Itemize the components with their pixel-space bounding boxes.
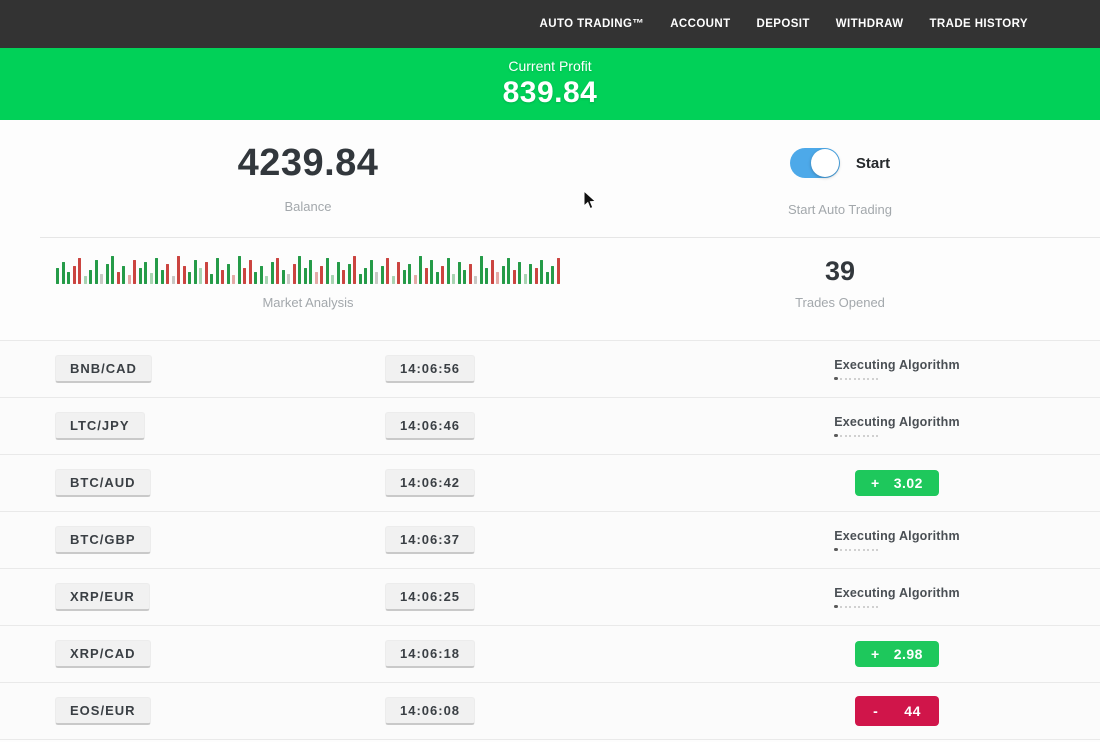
- result-value: 44: [904, 703, 921, 719]
- status-cell: Executing Algorithm: [715, 529, 1079, 552]
- auto-trading-toggle[interactable]: [789, 148, 840, 178]
- pair-badge: BTC/AUD: [55, 469, 151, 497]
- top-nav: AUTO TRADING™ ACCOUNT DEPOSIT WITHDRAW T…: [0, 0, 1100, 48]
- time-badge: 14:06:37: [385, 526, 476, 554]
- balance-section: 4239.84 Balance Start Start Auto Trading: [0, 120, 1100, 237]
- sign-label: -: [873, 703, 879, 719]
- market-analysis-chart: [56, 254, 560, 284]
- auto-trading-label: Start Auto Trading: [787, 202, 893, 217]
- nav-deposit[interactable]: DEPOSIT: [756, 18, 810, 30]
- current-profit-banner: Current Profit 839.84: [0, 48, 1100, 120]
- status-cell: Executing Algorithm: [715, 586, 1079, 609]
- pair-badge: LTC/JPY: [55, 412, 145, 440]
- pair-badge: BTC/GBP: [55, 526, 151, 554]
- market-analysis-label: Market Analysis: [262, 295, 354, 310]
- balance-label: Balance: [284, 199, 332, 214]
- current-profit-label: Current Profit: [508, 58, 592, 74]
- progress-dots-icon: [834, 376, 960, 381]
- trades-opened-label: Trades Opened: [795, 295, 885, 310]
- time-badge: 14:06:25: [385, 583, 476, 611]
- executing-status: Executing Algorithm: [834, 358, 960, 381]
- status-cell: + 2.98: [715, 641, 1079, 667]
- toggle-knob-icon: [810, 149, 839, 177]
- balance-value: 4239.84: [237, 142, 379, 184]
- executing-label: Executing Algorithm: [834, 585, 960, 600]
- executing-label: Executing Algorithm: [834, 414, 960, 429]
- table-row: BTC/AUD 14:06:42 + 3.02: [0, 455, 1100, 512]
- time-badge: 14:06:08: [385, 697, 476, 725]
- sign-label: +: [871, 475, 880, 491]
- executing-label: Executing Algorithm: [834, 528, 960, 543]
- nav-withdraw[interactable]: WITHDRAW: [835, 18, 904, 30]
- table-row: XRP/CAD 14:06:18 + 2.98: [0, 626, 1100, 683]
- nav-auto-trading[interactable]: AUTO TRADING™: [539, 18, 645, 30]
- time-badge: 14:06:56: [385, 355, 476, 383]
- result-value: 3.02: [893, 475, 923, 491]
- executing-status: Executing Algorithm: [834, 529, 960, 552]
- result-value: 2.98: [893, 646, 923, 662]
- progress-dots-icon: [834, 604, 960, 609]
- pair-badge: XRP/CAD: [55, 640, 151, 668]
- table-row: BTC/GBP 14:06:37 Executing Algorithm: [0, 512, 1100, 569]
- result-badge: + 2.98: [855, 641, 939, 667]
- progress-dots-icon: [834, 547, 960, 552]
- nav-account[interactable]: ACCOUNT: [670, 18, 731, 30]
- trades-table: BNB/CAD 14:06:56 Executing Algorithm LTC…: [0, 340, 1100, 740]
- time-badge: 14:06:42: [385, 469, 476, 497]
- result-badge: + 3.02: [855, 470, 939, 496]
- progress-dots-icon: [834, 433, 960, 438]
- status-cell: Executing Algorithm: [715, 415, 1079, 438]
- table-row: BNB/CAD 14:06:56 Executing Algorithm: [0, 341, 1100, 398]
- current-profit-value: 839.84: [502, 76, 598, 109]
- status-cell: - 44: [715, 696, 1079, 726]
- table-row: EOS/EUR 14:06:08 - 44: [0, 683, 1100, 740]
- table-row: LTC/JPY 14:06:46 Executing Algorithm: [0, 398, 1100, 455]
- trades-opened-value: 39: [824, 256, 856, 286]
- executing-status: Executing Algorithm: [834, 586, 960, 609]
- result-badge: - 44: [855, 696, 939, 726]
- time-badge: 14:06:46: [385, 412, 476, 440]
- nav-trade-history[interactable]: TRADE HISTORY: [929, 18, 1028, 30]
- time-badge: 14:06:18: [385, 640, 476, 668]
- table-row: XRP/EUR 14:06:25 Executing Algorithm: [0, 569, 1100, 626]
- section-divider: [40, 237, 1100, 238]
- pair-badge: EOS/EUR: [55, 697, 151, 725]
- status-cell: + 3.02: [715, 470, 1079, 496]
- executing-status: Executing Algorithm: [834, 415, 960, 438]
- market-section: Market Analysis 39 Trades Opened: [0, 238, 1100, 340]
- pair-badge: XRP/EUR: [55, 583, 150, 611]
- executing-label: Executing Algorithm: [834, 357, 960, 372]
- pair-badge: BNB/CAD: [55, 355, 152, 383]
- sign-label: +: [871, 646, 880, 662]
- status-cell: Executing Algorithm: [715, 358, 1079, 381]
- toggle-label: Start: [855, 154, 891, 172]
